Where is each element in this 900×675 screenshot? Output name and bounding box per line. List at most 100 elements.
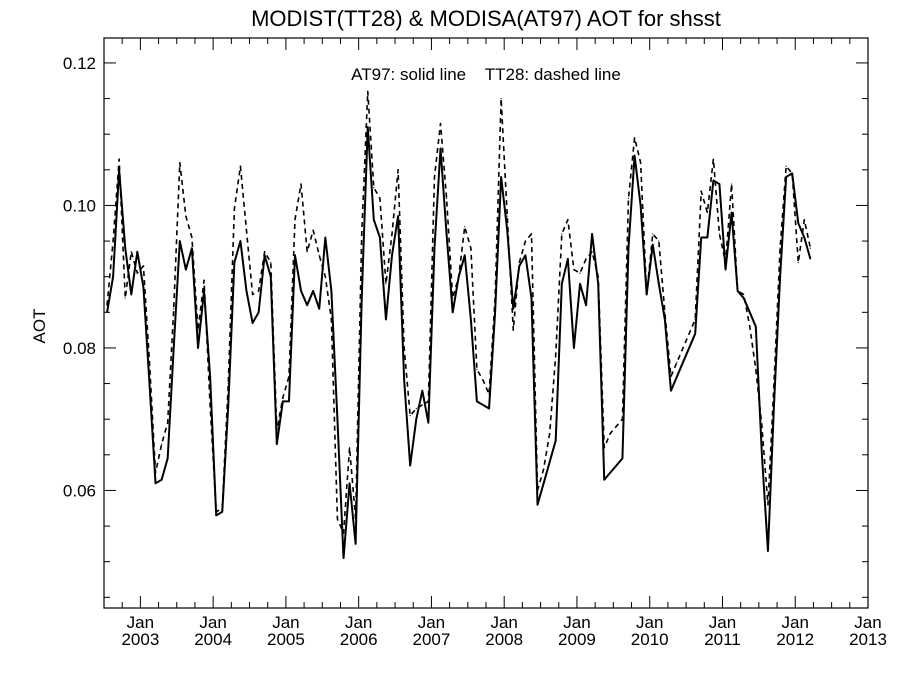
data-point-at97: [215, 514, 217, 516]
data-point-at97: [603, 479, 605, 481]
data-point-tt28: [306, 251, 308, 253]
data-point-at97: [245, 290, 248, 292]
data-point-at97: [209, 375, 211, 378]
data-point-tt28: [682, 347, 684, 349]
data-point-at97: [743, 297, 745, 299]
data-point-tt28: [773, 382, 775, 385]
data-point-at97: [512, 308, 514, 310]
data-point-tt28: [391, 233, 393, 235]
data-point-at97: [543, 482, 545, 484]
data-point-tt28: [348, 447, 351, 449]
data-point-at97: [124, 247, 126, 249]
data-point-at97: [524, 254, 527, 256]
data-point-tt28: [312, 229, 314, 231]
data-point-tt28: [676, 361, 678, 363]
data-point-tt28: [161, 443, 163, 445]
data-point-at97: [203, 290, 205, 292]
data-point-tt28: [640, 162, 642, 164]
data-point-tt28: [282, 397, 284, 399]
data-point-tt28: [597, 276, 599, 278]
data-point-tt28: [549, 432, 551, 435]
data-point-at97: [294, 254, 296, 256]
data-point-tt28: [233, 208, 235, 210]
data-point-at97: [112, 276, 114, 278]
data-point-at97: [627, 247, 630, 249]
data-point-at97: [427, 422, 429, 424]
data-point-tt28: [251, 293, 254, 296]
data-point-at97: [355, 543, 357, 545]
data-point-tt28: [379, 197, 381, 199]
data-point-at97: [797, 222, 799, 224]
data-point-tt28: [470, 247, 472, 249]
data-point-at97: [724, 268, 727, 271]
data-point-at97: [415, 418, 417, 420]
data-point-tt28: [464, 226, 466, 228]
data-point-tt28: [203, 279, 205, 281]
data-point-tt28: [227, 382, 229, 385]
data-point-at97: [609, 472, 611, 474]
data-point-tt28: [258, 290, 260, 292]
data-point-at97: [167, 457, 169, 459]
data-point-tt28: [373, 187, 375, 189]
data-point-tt28: [737, 290, 739, 292]
data-point-at97: [500, 176, 502, 178]
data-point-at97: [251, 322, 254, 324]
data-point-tt28: [633, 137, 636, 139]
data-point-at97: [373, 219, 375, 221]
data-point-tt28: [482, 379, 484, 381]
data-point-tt28: [197, 329, 199, 331]
data-point-tt28: [627, 197, 630, 199]
data-point-at97: [579, 283, 581, 285]
data-point-at97: [573, 347, 575, 349]
data-point-tt28: [476, 368, 478, 370]
data-point-at97: [494, 311, 496, 313]
data-point-at97: [633, 154, 636, 157]
data-point-tt28: [124, 297, 126, 299]
data-point-tt28: [530, 233, 533, 235]
data-point-tt28: [209, 404, 211, 406]
data-point-at97: [688, 347, 690, 349]
data-point-tt28: [397, 169, 399, 171]
data-point-at97: [567, 258, 569, 260]
data-point-tt28: [361, 233, 363, 235]
data-point-at97: [306, 304, 308, 306]
data-point-tt28: [688, 333, 690, 335]
x-tick-year-label: 2006: [340, 630, 378, 649]
data-point-at97: [106, 311, 108, 313]
data-point-at97: [391, 254, 393, 256]
data-point-tt28: [609, 432, 611, 435]
y-tick-label: 0.06: [63, 481, 96, 500]
data-point-tt28: [543, 468, 545, 470]
series-line-at97: [106, 126, 812, 560]
data-point-at97: [536, 504, 539, 506]
data-point-tt28: [615, 425, 617, 427]
data-point-tt28: [712, 158, 714, 160]
x-tick-year-label: 2011: [704, 630, 741, 649]
data-point-tt28: [439, 122, 442, 125]
data-point-tt28: [136, 272, 138, 274]
data-point-tt28: [809, 247, 811, 249]
x-tick-month-label: Jan: [199, 613, 226, 632]
data-point-tt28: [730, 183, 733, 185]
data-point-at97: [300, 290, 302, 292]
data-point-at97: [640, 204, 642, 207]
data-point-at97: [476, 400, 478, 402]
data-point-tt28: [415, 407, 417, 410]
x-tick-month-label: Jan: [345, 613, 372, 632]
data-point-at97: [348, 482, 351, 484]
data-point-tt28: [142, 265, 145, 267]
data-point-tt28: [512, 329, 514, 331]
data-point-at97: [397, 215, 399, 217]
data-point-at97: [615, 464, 617, 467]
legend-annotation: AT97: solid line TT28: dashed line: [351, 65, 621, 84]
data-point-tt28: [664, 311, 666, 313]
x-tick-year-label: 2009: [558, 630, 596, 649]
data-point-tt28: [785, 165, 787, 167]
data-point-at97: [312, 290, 314, 292]
data-point-at97: [682, 361, 684, 363]
y-tick-label: 0.10: [63, 196, 96, 215]
data-point-tt28: [573, 268, 575, 271]
data-point-tt28: [154, 472, 157, 474]
x-tick-month-label: Jan: [854, 613, 881, 632]
data-point-tt28: [421, 404, 423, 406]
